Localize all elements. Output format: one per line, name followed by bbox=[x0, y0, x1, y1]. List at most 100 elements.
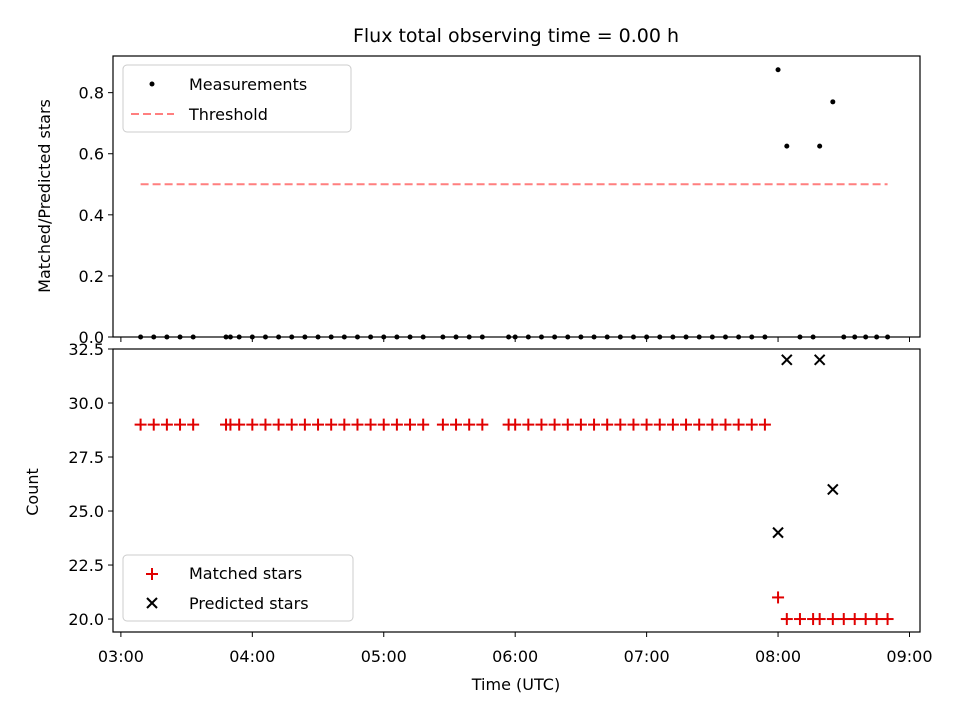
matched-star-point bbox=[312, 418, 325, 431]
matched-star-point bbox=[364, 418, 377, 431]
top-y-axis-label: Matched/Predicted stars bbox=[35, 99, 54, 293]
legend-predicted-label: Predicted stars bbox=[189, 594, 309, 613]
matched-star-point bbox=[134, 418, 147, 431]
predicted-star-point bbox=[781, 354, 793, 366]
x-tick-label: 08:00 bbox=[755, 647, 801, 666]
y-tick-label: 20.0 bbox=[68, 610, 104, 629]
measurement-point bbox=[817, 143, 823, 149]
legend-threshold-label: Threshold bbox=[188, 105, 268, 124]
matched-star-point bbox=[160, 418, 173, 431]
y-tick-label: 25.0 bbox=[68, 502, 104, 521]
matched-star-point bbox=[574, 418, 587, 431]
matched-star-point bbox=[561, 418, 574, 431]
y-tick-label: 32.5 bbox=[68, 340, 104, 359]
matched-star-point bbox=[548, 418, 561, 431]
legend-matched-marker bbox=[146, 568, 158, 580]
matched-star-point bbox=[881, 613, 894, 626]
x-tick-label: 07:00 bbox=[624, 647, 670, 666]
x-tick-label: 05:00 bbox=[361, 647, 407, 666]
x-tick-label: 04:00 bbox=[229, 647, 275, 666]
matched-star-point bbox=[772, 591, 785, 604]
matched-star-point bbox=[837, 613, 850, 626]
matched-star-point bbox=[588, 418, 601, 431]
x-tick-label: 06:00 bbox=[492, 647, 538, 666]
legend-measurements-label: Measurements bbox=[189, 75, 307, 94]
matched-star-point bbox=[338, 418, 351, 431]
predicted-star-point bbox=[772, 526, 784, 539]
matched-star-point bbox=[680, 418, 693, 431]
matched-star-point bbox=[417, 418, 430, 431]
measurement-point bbox=[784, 143, 790, 149]
matched-star-point bbox=[813, 613, 826, 626]
matched-star-point bbox=[463, 418, 476, 431]
matched-star-point bbox=[640, 418, 653, 431]
top-legend: Measurements Threshold bbox=[122, 64, 352, 133]
matched-star-point bbox=[298, 418, 311, 431]
matched-star-point bbox=[147, 418, 160, 431]
matched-star-point bbox=[627, 418, 640, 431]
matched-star-point bbox=[390, 418, 403, 431]
top-x-ticks bbox=[120, 337, 910, 342]
matched-star-point bbox=[436, 418, 449, 431]
bottom-y-ticks: 20.0 22.5 25.0 27.5 30.0 32.5 bbox=[68, 340, 113, 629]
x-axis-label: Time (UTC) bbox=[471, 675, 560, 694]
matched-star-point bbox=[450, 418, 463, 431]
legend-matched-label: Matched stars bbox=[189, 564, 302, 583]
x-tick-label: 03:00 bbox=[98, 647, 144, 666]
bottom-y-axis-label: Count bbox=[23, 468, 42, 516]
top-axes-frame bbox=[112, 55, 921, 338]
matched-star-point bbox=[614, 418, 627, 431]
bottom-legend: Matched stars Predicted stars bbox=[122, 554, 354, 622]
matched-star-point bbox=[259, 418, 272, 431]
chart-title: Flux total observing time = 0.00 h bbox=[353, 25, 679, 47]
bottom-panel: 20.0 22.5 25.0 27.5 30.0 32.5 03:00 04:00 05:00… bbox=[23, 340, 933, 694]
matched-star-point bbox=[745, 418, 758, 431]
matched-star-point bbox=[859, 613, 872, 626]
x-tick-label: 09:00 bbox=[886, 647, 932, 666]
y-tick-label: 0.6 bbox=[79, 145, 104, 164]
matched-star-point bbox=[476, 418, 489, 431]
top-panel: 0.00.20.40.60.8 Matched/Predicted stars … bbox=[35, 55, 921, 347]
matched-star-point bbox=[285, 418, 298, 431]
predicted-star-point bbox=[827, 483, 839, 496]
y-tick-label: 0.8 bbox=[79, 84, 104, 103]
bottom-axes-frame bbox=[112, 348, 921, 633]
y-tick-label: 0.2 bbox=[79, 267, 104, 286]
matched-star-point bbox=[870, 613, 883, 626]
legend-predicted-marker bbox=[146, 597, 158, 609]
matched-star-point bbox=[187, 418, 200, 431]
matched-star-point bbox=[780, 613, 793, 626]
predicted-star-point bbox=[813, 354, 826, 366]
matched-star-point bbox=[732, 418, 745, 431]
matched-star-point bbox=[233, 418, 246, 431]
matched-star-point bbox=[509, 418, 522, 431]
matched-star-point bbox=[246, 418, 259, 431]
top-y-ticks: 0.0 0.2 0.4 0.6 0.8 bbox=[79, 84, 113, 347]
matched-star-point bbox=[653, 418, 666, 431]
measurement-point bbox=[775, 67, 781, 73]
matched-star-point bbox=[601, 418, 614, 431]
bottom-legend-box bbox=[122, 554, 354, 622]
predicted-stars-series bbox=[772, 354, 839, 539]
matched-star-point bbox=[693, 418, 706, 431]
matched-star-point bbox=[706, 418, 719, 431]
measurement-point bbox=[830, 99, 836, 105]
bottom-x-ticks: 03:00 04:00 05:00 06:00 07:00 08:00 09:00 bbox=[98, 632, 933, 666]
matched-star-point bbox=[719, 418, 732, 431]
y-tick-label: 22.5 bbox=[68, 556, 104, 575]
matched-star-point bbox=[758, 418, 771, 431]
matched-star-point bbox=[848, 613, 861, 626]
matched-star-point bbox=[404, 418, 417, 431]
y-tick-label: 30.0 bbox=[68, 394, 104, 413]
legend-measurements-marker bbox=[149, 81, 155, 87]
matched-star-point bbox=[793, 613, 806, 626]
matched-star-point bbox=[351, 418, 364, 431]
top-legend-box bbox=[122, 64, 352, 133]
matched-stars-series bbox=[134, 418, 894, 626]
matched-star-point bbox=[535, 418, 548, 431]
matched-star-point bbox=[826, 613, 839, 626]
matched-star-point bbox=[666, 418, 679, 431]
matched-star-point bbox=[377, 418, 390, 431]
matched-star-point bbox=[522, 418, 535, 431]
